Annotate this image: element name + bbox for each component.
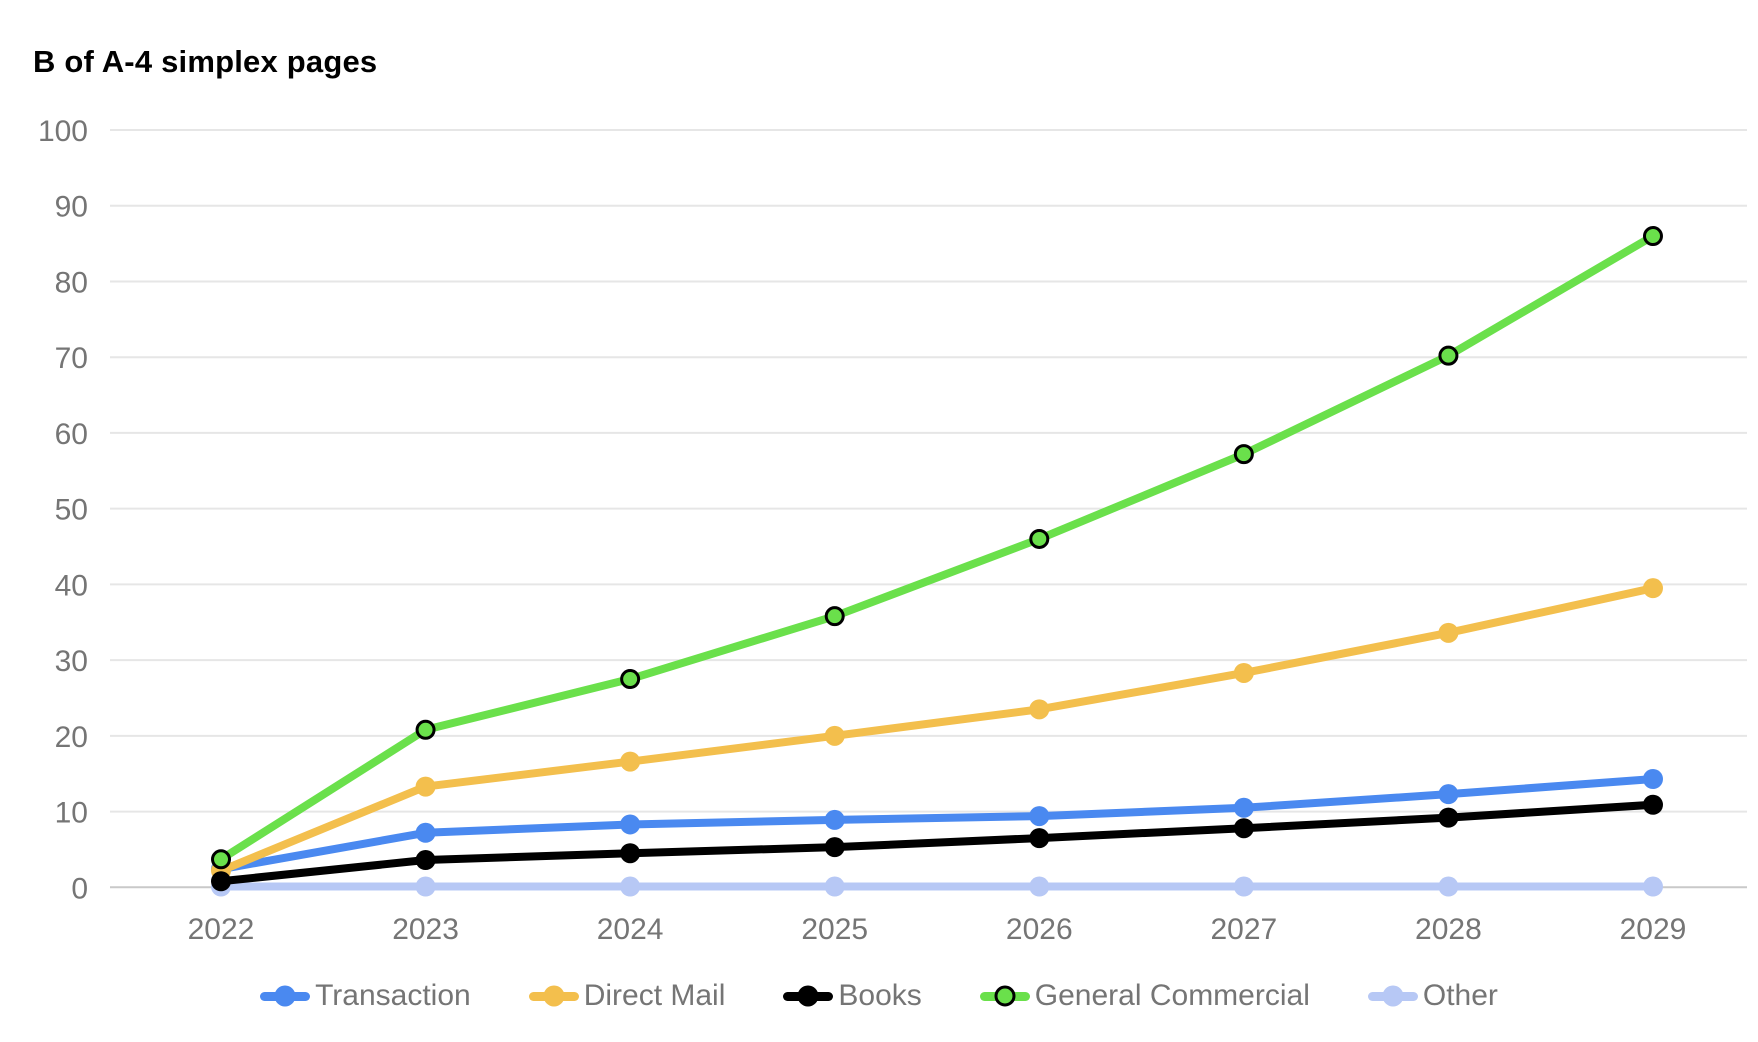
series-point-direct-mail-2028 xyxy=(1438,622,1459,643)
series-point-books-2026 xyxy=(1029,828,1050,849)
legend-label: Transaction xyxy=(315,979,471,1012)
y-axis-tick-label: 20 xyxy=(55,721,88,754)
y-axis-tick-label: 80 xyxy=(55,266,88,299)
series-point-other-2029 xyxy=(1642,876,1663,897)
legend-item-general-commercial: General Commercial xyxy=(979,979,1310,1013)
series-point-transaction-2025 xyxy=(824,809,845,830)
series-point-other-2024 xyxy=(620,876,641,897)
series-point-other-2025 xyxy=(824,876,845,897)
series-line-books xyxy=(217,800,1657,886)
series-point-general-commercial-2028 xyxy=(1438,345,1459,366)
series-point-transaction-2027 xyxy=(1233,797,1254,818)
y-axis-tick-label: 50 xyxy=(55,494,88,527)
series-point-general-commercial-2022 xyxy=(211,849,231,870)
series-point-transaction-2028 xyxy=(1438,784,1459,805)
series-point-general-commercial-2029 xyxy=(1642,226,1663,247)
y-axis-tick-label: 40 xyxy=(55,569,88,602)
series-point-transaction-2024 xyxy=(620,814,641,835)
series-point-general-commercial-2023 xyxy=(415,719,436,740)
legend-marker-icon xyxy=(260,985,311,1007)
series-point-books-2029 xyxy=(1642,794,1663,815)
series-point-books-2022 xyxy=(211,871,231,892)
legend-marker-icon xyxy=(528,985,579,1007)
series-point-other-2023 xyxy=(415,876,436,897)
series-point-general-commercial-2027 xyxy=(1233,444,1254,465)
series-point-direct-mail-2029 xyxy=(1642,578,1663,599)
y-axis-tick-label: 30 xyxy=(55,645,88,678)
legend-marker-icon xyxy=(1367,985,1418,1007)
series-point-direct-mail-2024 xyxy=(620,751,641,772)
legend-item-other: Other xyxy=(1367,979,1498,1013)
series-point-direct-mail-2023 xyxy=(415,776,436,797)
x-axis-tick-label: 2022 xyxy=(188,913,255,946)
legend-item-books: Books xyxy=(783,979,922,1013)
y-axis-tick-label: 10 xyxy=(55,797,88,830)
series-point-other-2027 xyxy=(1233,876,1254,897)
series-point-direct-mail-2027 xyxy=(1233,662,1254,683)
series-line-general-commercial xyxy=(217,232,1657,864)
legend-dot-icon xyxy=(274,985,296,1007)
legend-dot-icon xyxy=(1382,985,1404,1007)
legend-item-transaction: Transaction xyxy=(260,979,471,1013)
y-axis-tick-label: 100 xyxy=(38,115,88,148)
legend-marker-icon xyxy=(783,985,834,1007)
series-line-direct-mail xyxy=(217,584,1657,875)
series-point-transaction-2023 xyxy=(415,822,436,843)
x-axis-tick-label: 2026 xyxy=(1006,913,1073,946)
x-axis-tick-label: 2024 xyxy=(597,913,664,946)
legend-label: Direct Mail xyxy=(583,979,726,1012)
x-axis-tick-label: 2027 xyxy=(1210,913,1277,946)
legend-dot-icon xyxy=(797,985,819,1007)
series-point-general-commercial-2025 xyxy=(824,606,845,627)
series-point-transaction-2026 xyxy=(1029,806,1050,827)
legend-label: General Commercial xyxy=(1034,979,1310,1012)
series-line-transaction xyxy=(217,775,1657,874)
series-point-books-2024 xyxy=(620,843,641,864)
series-point-direct-mail-2025 xyxy=(824,725,845,746)
legend-dot-icon xyxy=(994,985,1016,1007)
legend-item-direct-mail: Direct Mail xyxy=(528,979,726,1013)
legend-label: Other xyxy=(1422,979,1498,1012)
series-point-books-2027 xyxy=(1233,818,1254,839)
series-point-transaction-2029 xyxy=(1642,769,1663,790)
legend-marker-icon xyxy=(979,985,1030,1007)
legend-dot-icon xyxy=(543,985,565,1007)
series-point-books-2023 xyxy=(415,850,436,871)
x-axis-tick-label: 2023 xyxy=(392,913,459,946)
x-axis-tick-label: 2028 xyxy=(1415,913,1482,946)
y-axis-tick-label: 90 xyxy=(55,191,88,224)
y-axis-tick-label: 0 xyxy=(71,872,88,905)
series-point-books-2025 xyxy=(824,837,845,858)
series-point-other-2028 xyxy=(1438,876,1459,897)
legend: Transaction Direct Mail Books General Comme… xyxy=(0,972,1758,1020)
x-axis-tick-label: 2025 xyxy=(801,913,868,946)
series-point-books-2028 xyxy=(1438,807,1459,828)
x-axis-tick-label: 2029 xyxy=(1620,913,1687,946)
chart-title: B of A-4 simplex pages xyxy=(33,44,378,79)
legend-label: Books xyxy=(838,979,922,1012)
y-axis-tick-label: 60 xyxy=(55,418,88,451)
series-point-other-2026 xyxy=(1029,876,1050,897)
series-point-general-commercial-2026 xyxy=(1029,528,1050,549)
series-point-direct-mail-2026 xyxy=(1029,699,1050,720)
series-point-general-commercial-2024 xyxy=(620,669,641,690)
y-axis-tick-label: 70 xyxy=(55,342,88,375)
